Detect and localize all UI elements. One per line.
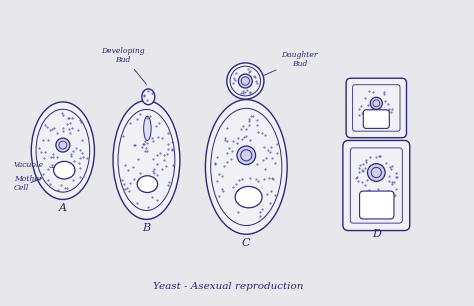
Ellipse shape <box>370 97 383 109</box>
Ellipse shape <box>56 138 70 152</box>
Ellipse shape <box>235 186 262 208</box>
Text: D: D <box>372 229 381 239</box>
Text: Developing
Bud: Developing Bud <box>101 47 146 84</box>
Text: C: C <box>242 238 251 248</box>
Text: Vacuole: Vacuole <box>14 161 55 169</box>
Ellipse shape <box>205 99 287 234</box>
Ellipse shape <box>238 74 252 88</box>
Ellipse shape <box>54 161 75 179</box>
Ellipse shape <box>237 146 255 165</box>
Ellipse shape <box>113 101 180 219</box>
FancyBboxPatch shape <box>363 110 389 129</box>
Ellipse shape <box>137 176 157 192</box>
Text: A: A <box>59 203 67 213</box>
FancyBboxPatch shape <box>343 140 410 230</box>
Text: Daughter
Bud: Daughter Bud <box>264 51 318 75</box>
Ellipse shape <box>367 164 385 181</box>
FancyBboxPatch shape <box>360 191 394 219</box>
Text: Yeast - Asexual reproduction: Yeast - Asexual reproduction <box>153 282 303 291</box>
Text: Mother
Cell: Mother Cell <box>14 175 43 192</box>
Ellipse shape <box>144 116 151 140</box>
FancyBboxPatch shape <box>346 78 407 138</box>
Ellipse shape <box>227 63 264 99</box>
Text: B: B <box>142 223 151 233</box>
Ellipse shape <box>31 102 94 200</box>
Ellipse shape <box>142 89 155 105</box>
